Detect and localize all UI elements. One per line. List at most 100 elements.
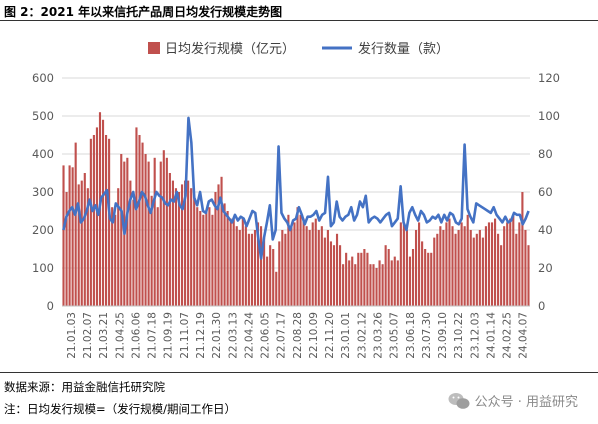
bar	[402, 222, 405, 306]
x-tick-label: 21.07.18	[147, 312, 159, 359]
bar	[493, 218, 497, 306]
bar	[393, 256, 396, 306]
bar	[144, 154, 147, 306]
bar	[165, 157, 168, 306]
footnote: 注：日均发行规模=（发行规模/期间工作日）	[4, 402, 237, 416]
bar	[275, 271, 278, 306]
bar	[451, 226, 454, 306]
bar	[217, 184, 220, 306]
bar	[512, 214, 515, 306]
bar	[229, 218, 232, 306]
bar	[408, 256, 412, 306]
bar	[503, 226, 506, 306]
x-tick-label: 23.05.07	[389, 312, 401, 359]
bar	[481, 237, 484, 306]
bar	[95, 127, 99, 307]
bar	[135, 127, 138, 307]
watermark-text: 公众号 · 用益研究	[474, 395, 578, 410]
bar	[445, 222, 448, 306]
y-right-tick-label: 0	[538, 299, 545, 313]
bar	[484, 226, 487, 306]
bar	[439, 226, 442, 306]
x-tick-label: 21.03.21	[98, 312, 110, 359]
bar	[424, 249, 427, 306]
bar	[518, 222, 521, 306]
bar	[305, 226, 308, 306]
bar	[68, 165, 71, 306]
bar	[366, 252, 369, 306]
bar	[457, 230, 460, 306]
bar	[153, 157, 156, 306]
bar	[342, 264, 345, 306]
bar	[150, 195, 153, 306]
x-tick-label: 21.01.03	[66, 312, 78, 359]
x-tick-label: 22.01.30	[211, 312, 223, 359]
x-tick-label: 22.07.17	[276, 312, 288, 359]
bar	[256, 222, 260, 306]
bar	[141, 142, 144, 306]
bar	[375, 268, 378, 306]
bar	[293, 222, 296, 306]
bar	[463, 226, 466, 306]
bar	[396, 260, 399, 306]
bar	[509, 218, 512, 306]
bar	[220, 176, 223, 306]
y-left-tick-label: 600	[32, 71, 54, 85]
bar	[86, 188, 89, 306]
bar	[120, 154, 123, 306]
bar	[430, 252, 433, 306]
bar	[65, 192, 68, 306]
x-tick-label: 23.03.26	[373, 312, 385, 359]
bar	[147, 161, 150, 306]
bar	[345, 252, 348, 306]
bar	[296, 207, 299, 306]
bar	[117, 188, 120, 306]
bar	[259, 226, 263, 306]
bar	[190, 188, 193, 306]
bar	[244, 226, 247, 306]
bar	[92, 135, 95, 306]
bar	[372, 264, 375, 306]
bar	[299, 214, 302, 306]
bar	[278, 241, 281, 306]
bar	[266, 256, 269, 306]
x-tick-label: 22.11.20	[324, 312, 336, 359]
bar	[129, 180, 132, 306]
bar	[202, 214, 205, 306]
bar	[515, 233, 518, 306]
bar	[323, 237, 326, 306]
bar	[196, 207, 199, 306]
bar	[521, 192, 524, 306]
watermark: 公众号 · 用益研究	[448, 391, 578, 410]
bar	[351, 256, 354, 306]
x-tick-label: 23.01.01	[340, 312, 352, 359]
bar	[162, 150, 165, 306]
bar	[399, 222, 402, 306]
x-tick-label: 23.02.12	[356, 312, 368, 359]
bar	[320, 226, 323, 306]
bar	[302, 218, 305, 306]
x-tick-label: 24.01.14	[486, 312, 498, 359]
y-right-tick-label: 80	[538, 147, 553, 161]
x-tick-label: 21.11.07	[179, 312, 191, 359]
bar	[454, 233, 457, 306]
bar	[208, 207, 211, 306]
bar	[317, 230, 320, 306]
y-left-tick-label: 500	[32, 109, 54, 123]
bar	[354, 264, 357, 306]
bar	[421, 241, 424, 306]
bar	[156, 207, 159, 306]
bar	[138, 135, 141, 306]
x-tick-label: 24.04.07	[518, 312, 530, 359]
x-tick-label: 21.09.19	[163, 312, 175, 359]
bar	[114, 214, 117, 306]
data-source-note: 数据来源：用益金融信托研究院	[4, 380, 165, 394]
bar	[199, 211, 202, 306]
top-divider	[0, 20, 598, 21]
bar	[177, 192, 181, 306]
bar	[469, 230, 472, 306]
bar	[284, 233, 287, 306]
bottom-divider	[0, 372, 598, 373]
line-series-发行数量	[62, 116, 530, 260]
bar	[62, 165, 65, 306]
